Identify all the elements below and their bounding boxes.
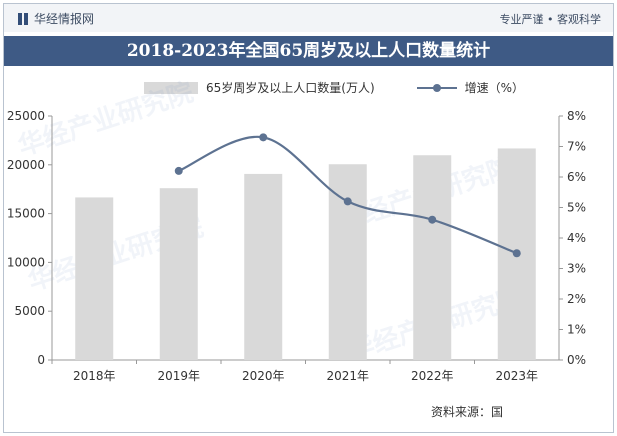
chart-frame: 华经情报网 专业严谨 • 客观科学 2018-2023年全国65周岁及以上人口数… xyxy=(3,3,614,433)
bar xyxy=(413,155,452,360)
y-right-tick-label: 6% xyxy=(567,170,586,184)
growth-point xyxy=(174,166,183,175)
x-tick-label: 2022年 xyxy=(411,369,454,383)
growth-point xyxy=(428,215,437,224)
x-tick-label: 2018年 xyxy=(73,369,116,383)
y-right-tick-label: 8% xyxy=(567,109,586,123)
y-left-tick-label: 25000 xyxy=(7,109,45,123)
legend: 65岁周岁及以上人口数量(万人) 增速（%） xyxy=(144,79,524,96)
growth-point xyxy=(259,133,268,142)
tagline: 专业严谨 • 客观科学 xyxy=(499,13,601,26)
y-right-tick-label: 5% xyxy=(567,201,586,215)
y-right-tick-label: 1% xyxy=(567,323,586,337)
y-right-tick-label: 4% xyxy=(567,231,586,245)
y-right-tick-label: 2% xyxy=(567,292,586,306)
legend-bar-label: 65岁周岁及以上人口数量(万人) xyxy=(206,81,375,95)
growth-point xyxy=(512,249,521,258)
x-tick-label: 2023年 xyxy=(495,369,538,383)
bar xyxy=(328,164,367,360)
brand-logo-icon xyxy=(18,12,28,25)
x-tick-label: 2021年 xyxy=(326,369,369,383)
bar xyxy=(75,197,114,360)
y-right-tick-label: 7% xyxy=(567,140,586,154)
source-note: 资料来源：国 xyxy=(430,405,503,419)
chart-title: 2018-2023年全国65周岁及以上人口数量统计 xyxy=(4,36,613,66)
x-tick-label: 2020年 xyxy=(242,369,285,383)
y-left-tick-label: 10000 xyxy=(7,255,45,269)
y-right-tick-label: 0% xyxy=(567,353,586,367)
x-tick-label: 2019年 xyxy=(157,369,200,383)
y-left-tick-label: 15000 xyxy=(7,207,45,221)
bar xyxy=(159,188,198,360)
y-left-tick-label: 0 xyxy=(37,353,45,367)
y-right-tick-label: 3% xyxy=(567,262,586,276)
legend-line-swatch xyxy=(416,83,457,92)
legend-line-label: 增速（%） xyxy=(464,81,525,95)
brand-name: 华经情报网 xyxy=(34,12,95,26)
chart-svg: 0 5000 10000 15000 20000 25000 0% 1% 2% 3% 4% 5% 6% 7… xyxy=(7,109,586,383)
y-left-tick-label: 5000 xyxy=(14,304,45,318)
y-left-tick-label: 20000 xyxy=(7,158,45,172)
brand: 华经情报网 xyxy=(18,10,94,27)
legend-bar-swatch xyxy=(144,81,198,94)
bar xyxy=(244,173,283,360)
top-bar: 华经情报网 专业严谨 • 客观科学 xyxy=(4,4,613,32)
growth-point xyxy=(343,197,352,206)
